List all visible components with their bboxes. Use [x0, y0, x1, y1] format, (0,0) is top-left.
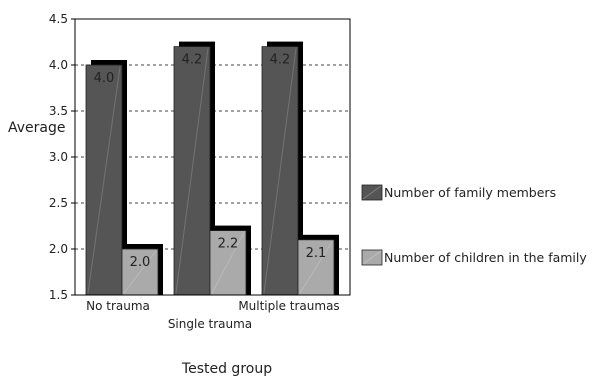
- x-axis: No trauma Single trauma Multiple traumas: [86, 299, 340, 331]
- y-tick-label: 1.5: [49, 288, 68, 302]
- bar: [85, 64, 123, 296]
- data-label: 2.2: [218, 237, 239, 252]
- data-label: 2.0: [130, 255, 151, 270]
- bar: [173, 46, 211, 296]
- bar: [121, 248, 159, 296]
- y-tick-label: 4.0: [49, 58, 68, 72]
- y-tick-label: 4.5: [49, 12, 68, 26]
- legend-swatch: [361, 249, 383, 266]
- data-label: 4.2: [182, 53, 203, 68]
- legend: Number of family members Number of childr…: [361, 184, 587, 266]
- y-axis: 1.5 2.0 2.5 3.0 3.5 4.0 4.5: [49, 12, 75, 302]
- bar-sheen: [299, 241, 333, 294]
- y-axis-title: Average: [8, 120, 66, 136]
- bar: [261, 46, 299, 296]
- bar-sheen: [263, 48, 297, 294]
- data-label: 2.1: [306, 246, 327, 261]
- y-tick-label: 3.5: [49, 104, 68, 118]
- bar-sheen: [211, 232, 245, 294]
- y-tick-label: 2.0: [49, 242, 68, 256]
- legend-label: Number of family members: [384, 185, 556, 200]
- y-tick-label: 2.5: [49, 196, 68, 210]
- bar-sheen: [123, 250, 157, 294]
- legend-swatch-sheen: [362, 185, 382, 200]
- legend-swatch: [361, 184, 383, 201]
- x-axis-title: Tested group: [181, 361, 272, 376]
- x-tick-label: Multiple traumas: [238, 299, 339, 313]
- bars: 4.0 2.0 4.2 2.2 4.2 2.1: [85, 41, 339, 296]
- y-tick-label: 3.0: [49, 150, 68, 164]
- legend-label: Number of children in the family: [384, 250, 587, 265]
- data-label: 4.0: [94, 71, 115, 86]
- bar-sheen: [175, 48, 209, 294]
- legend-swatch-sheen: [362, 250, 382, 265]
- data-label: 4.2: [270, 53, 291, 68]
- bar: [209, 230, 247, 296]
- bar-sheen: [87, 66, 121, 294]
- x-tick-label: Single trauma: [168, 317, 252, 331]
- x-tick-label: No trauma: [86, 299, 150, 313]
